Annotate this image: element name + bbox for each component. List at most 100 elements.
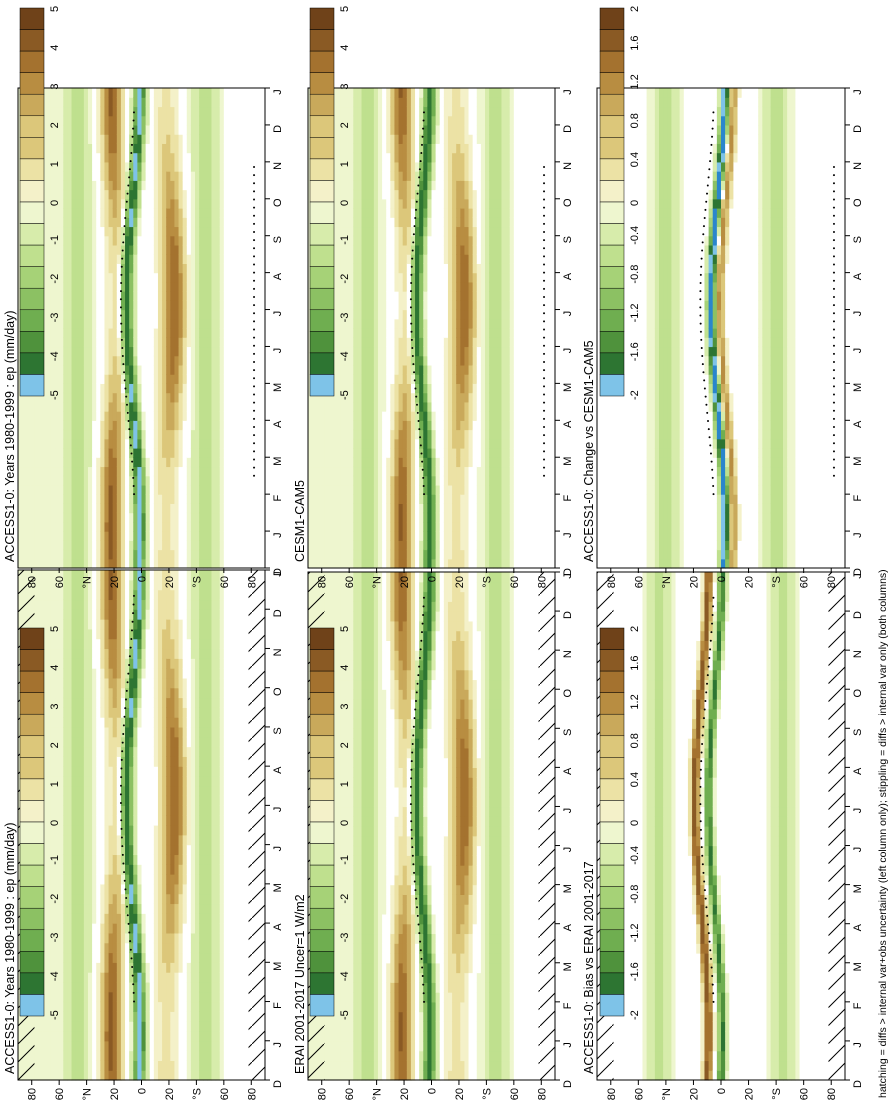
heat-cell (112, 952, 118, 963)
heat-cell (133, 932, 138, 944)
heat-cell (120, 531, 126, 541)
heat-cell (240, 648, 246, 659)
heat-cell (174, 991, 180, 1003)
heat-cell (236, 854, 241, 865)
heat-cell (83, 746, 89, 757)
heat-cell (129, 401, 134, 412)
heat-cell (137, 1030, 143, 1042)
heat-cell (104, 795, 110, 806)
heat-cell (125, 589, 130, 601)
heat-cell (46, 707, 52, 718)
heat-cell (244, 1030, 250, 1042)
heat-cell (207, 1011, 213, 1022)
heat-cell (108, 272, 114, 283)
heat-cell (219, 883, 225, 895)
heat-cell (244, 932, 250, 944)
heat-cell (199, 805, 204, 816)
heat-cell (236, 599, 241, 610)
heat-cell (145, 579, 151, 591)
heat-cell (59, 180, 64, 191)
heat-cell (166, 785, 171, 797)
heat-cell (190, 687, 196, 699)
colorbar-swatch (19, 692, 45, 715)
heat-cell (38, 589, 44, 601)
heat-cell (186, 579, 192, 591)
heat-cell (182, 628, 188, 640)
heat-cell (137, 756, 143, 767)
heat-cell (199, 1050, 204, 1061)
heat-cell (96, 648, 101, 659)
heat-cell (79, 374, 85, 384)
heat-cell (215, 932, 221, 944)
heat-cell (125, 1030, 130, 1042)
heat-cell (223, 874, 229, 885)
heat-cell (116, 883, 122, 895)
heat-cell (92, 309, 97, 320)
heat-cell (153, 318, 159, 329)
heat-cell (166, 913, 171, 924)
heat-cell (108, 346, 114, 357)
heat-cell (207, 972, 213, 983)
heat-cell (42, 549, 48, 560)
heat-cell (215, 599, 221, 610)
heat-cell (71, 291, 77, 301)
heat-cell (92, 143, 97, 154)
heat-cell (227, 883, 233, 895)
heat-cell (50, 171, 56, 181)
heat-cell (190, 648, 196, 659)
heat-cell (50, 717, 56, 728)
heat-cell (149, 874, 155, 885)
heat-cell (133, 913, 138, 924)
heat-cell (116, 171, 122, 181)
heat-cell (112, 281, 118, 292)
heat-cell (137, 171, 143, 181)
heat-cell (38, 1070, 44, 1081)
heat-cell (55, 668, 60, 679)
heat-cell (227, 991, 233, 1003)
heat-cell (120, 1030, 126, 1042)
heat-cell (38, 512, 44, 523)
heat-cell (112, 962, 118, 973)
heat-cell (63, 494, 68, 504)
heat-cell (137, 309, 143, 320)
heat-cell (174, 913, 180, 924)
heat-cell (125, 854, 130, 865)
heat-cell (153, 411, 159, 421)
heat-cell (71, 521, 77, 532)
heat-cell (92, 717, 97, 728)
heat-cell (153, 658, 159, 669)
heat-cell (112, 795, 118, 806)
heat-cell (141, 658, 147, 669)
heat-cell (108, 991, 114, 1003)
heat-cell (75, 97, 81, 108)
heat-cell (116, 805, 122, 816)
heat-cell (108, 171, 114, 181)
heat-cell (182, 766, 188, 777)
heat-cell (145, 628, 151, 640)
heat-cell (92, 589, 97, 601)
heat-cell (38, 494, 44, 504)
heat-cell (116, 531, 122, 541)
heat-cell (42, 374, 48, 384)
heat-cell (34, 521, 40, 532)
heat-cell (141, 991, 147, 1003)
heat-cell (145, 903, 151, 914)
heat-cell (223, 599, 229, 610)
heat-cell (79, 300, 85, 311)
heat-cell (42, 457, 48, 468)
heat-cell (100, 648, 106, 659)
heat-cell (42, 466, 48, 477)
heat-cell (79, 1060, 85, 1071)
heat-cell (145, 570, 151, 581)
stipple-dot (129, 646, 132, 649)
heat-cell (75, 628, 81, 640)
heat-cell (162, 589, 167, 601)
heat-cell (141, 254, 147, 264)
heat-cell (46, 658, 52, 669)
heat-cell (232, 736, 237, 748)
heat-cell (46, 923, 52, 934)
heat-cell (75, 115, 81, 126)
heat-cell (186, 1001, 192, 1012)
heat-cell (112, 1011, 118, 1022)
heat-cell (227, 972, 233, 983)
